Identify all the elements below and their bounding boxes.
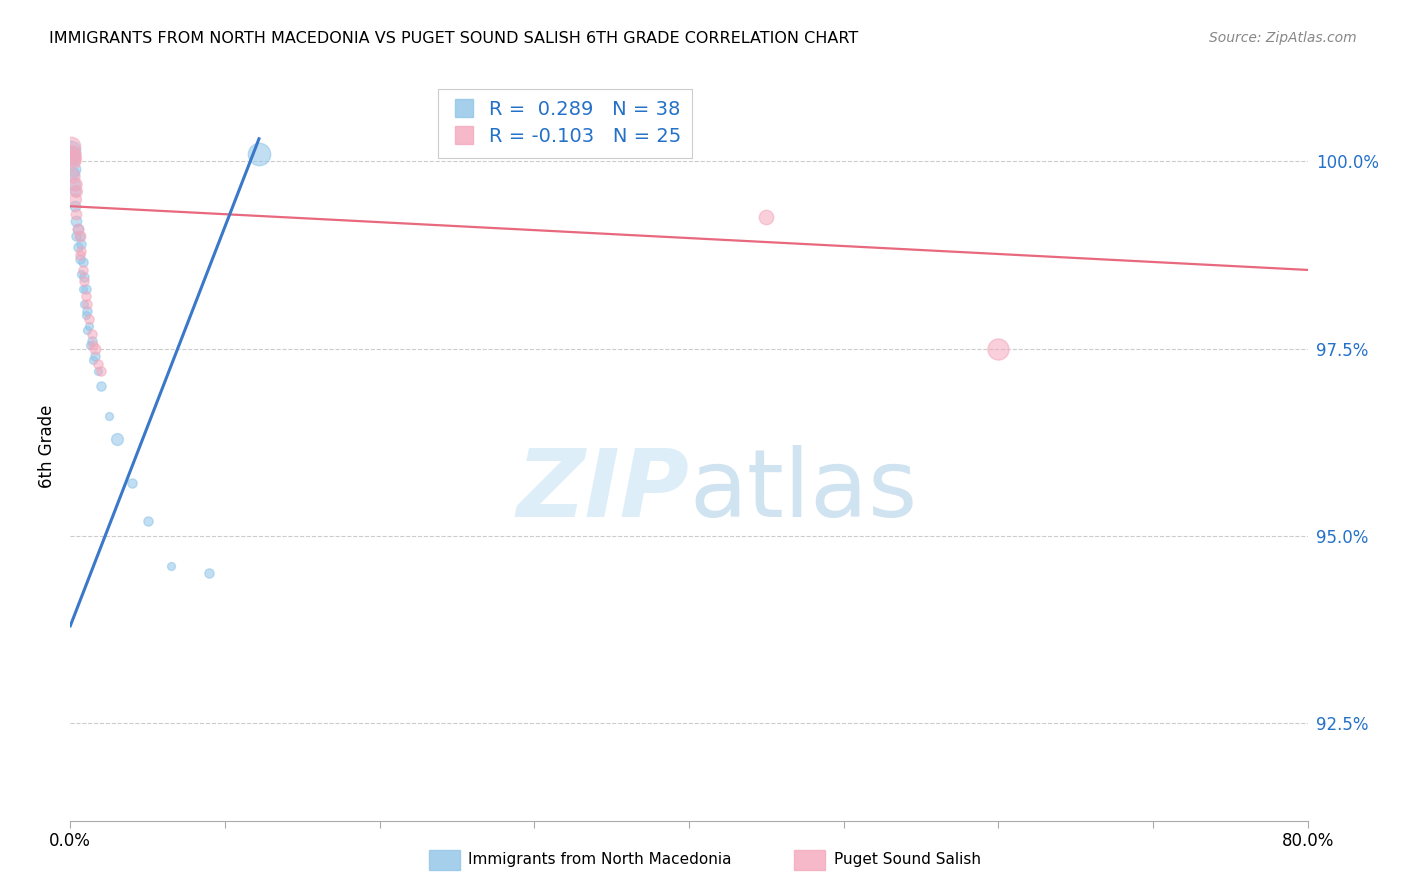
Point [60, 143, 83, 157]
Point [76, 296, 98, 310]
Point [60, 146, 83, 161]
Point [65, 207, 87, 221]
Point [67, 221, 90, 235]
Point [72, 282, 94, 296]
Point [90, 379, 112, 393]
Text: Puget Sound Salish: Puget Sound Salish [834, 853, 981, 867]
Y-axis label: 6th Grade: 6th Grade [38, 404, 56, 488]
Point [160, 558, 183, 573]
Point [105, 432, 128, 446]
Point [73, 296, 96, 310]
Point [77, 311, 100, 326]
Point [65, 229, 87, 244]
Point [67, 240, 90, 254]
Point [60, 146, 83, 161]
Text: Source: ZipAtlas.com: Source: ZipAtlas.com [1209, 31, 1357, 45]
Text: IMMIGRANTS FROM NORTH MACEDONIA VS PUGET SOUND SALISH 6TH GRADE CORRELATION CHAR: IMMIGRANTS FROM NORTH MACEDONIA VS PUGET… [49, 31, 859, 46]
Point [62, 151, 84, 165]
Point [63, 184, 86, 198]
Point [90, 364, 112, 378]
Point [84, 342, 107, 356]
Point [82, 338, 105, 352]
Point [198, 566, 221, 581]
Point [63, 192, 86, 206]
Point [62, 161, 84, 176]
Point [121, 476, 143, 491]
Point [79, 338, 101, 352]
Point [70, 267, 93, 281]
Point [62, 154, 84, 169]
Text: ZIP: ZIP [516, 445, 689, 537]
Point [136, 514, 159, 528]
Point [65, 184, 87, 198]
Point [73, 274, 96, 288]
Point [67, 221, 90, 235]
Point [987, 342, 1010, 356]
Point [69, 252, 91, 266]
Point [70, 236, 93, 251]
Point [62, 165, 84, 179]
Point [72, 255, 94, 269]
FancyBboxPatch shape [794, 850, 825, 870]
Point [63, 199, 86, 213]
Point [82, 352, 105, 367]
Point [80, 334, 103, 348]
Point [69, 248, 91, 262]
Point [73, 270, 96, 285]
Point [76, 304, 98, 318]
Point [755, 211, 778, 225]
Point [87, 357, 110, 371]
Point [80, 326, 103, 341]
Point [75, 289, 97, 303]
Point [84, 349, 107, 363]
Point [69, 229, 91, 244]
Point [72, 263, 94, 277]
Text: atlas: atlas [689, 445, 917, 537]
Point [69, 229, 91, 244]
Text: Immigrants from North Macedonia: Immigrants from North Macedonia [468, 853, 731, 867]
Point [62, 151, 84, 165]
Point [247, 146, 270, 161]
Point [75, 282, 97, 296]
Point [76, 323, 98, 337]
Point [63, 177, 86, 191]
Point [75, 308, 97, 322]
Point [63, 177, 86, 191]
Legend: R =  0.289   N = 38, R = -0.103   N = 25: R = 0.289 N = 38, R = -0.103 N = 25 [439, 88, 692, 158]
Point [98, 409, 120, 423]
Point [77, 319, 100, 334]
Point [62, 169, 84, 184]
Point [60, 139, 83, 153]
Point [65, 214, 87, 228]
Point [87, 364, 110, 378]
FancyBboxPatch shape [429, 850, 460, 870]
Point [70, 244, 93, 259]
